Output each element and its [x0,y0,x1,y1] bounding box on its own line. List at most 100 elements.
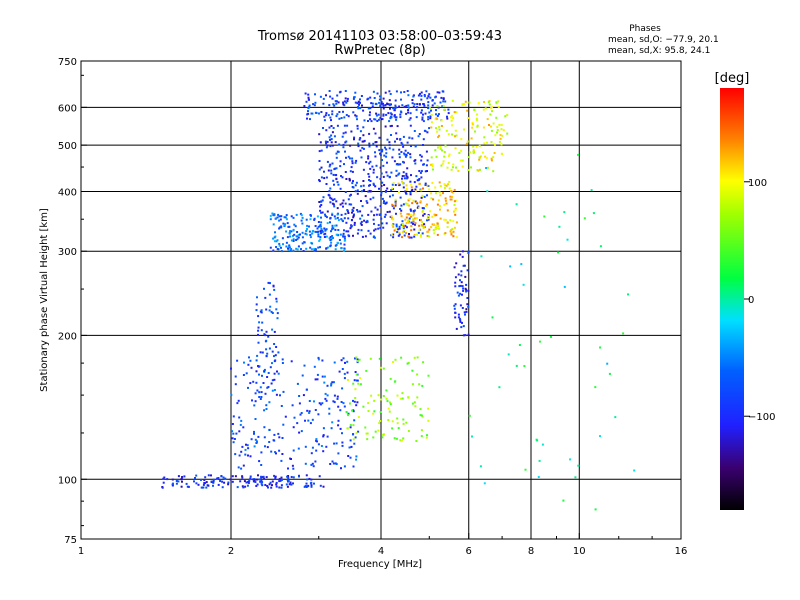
data-point [401,223,404,226]
data-point [236,486,239,489]
data-point [314,93,316,96]
data-point [388,141,391,144]
data-point [249,359,252,362]
data-point [422,120,425,123]
data-point [375,114,378,117]
data-point [415,175,418,178]
data-point [418,224,421,227]
data-point [276,248,279,250]
data-point [296,235,299,238]
data-point [418,182,421,185]
data-point [260,464,263,466]
data-point [450,233,453,236]
data-point [394,107,397,109]
data-point [330,172,333,175]
data-point [314,248,317,251]
data-point [244,485,247,488]
data-point [247,386,249,389]
data-point [330,197,333,200]
data-point [375,213,378,216]
data-point [372,142,375,145]
data-point [443,151,446,153]
data-point [234,383,237,386]
data-point [437,199,440,202]
data-point [273,378,276,381]
data-point [478,158,481,161]
data-point [348,446,351,449]
data-point [292,449,295,452]
data-point [326,435,329,438]
data-point [200,486,203,489]
data-point [394,228,397,231]
data-point [347,412,350,415]
data-point [343,235,346,238]
data-point [394,201,397,204]
data-point [304,232,307,235]
data-point [422,209,425,212]
data-point [344,150,346,153]
data-point [248,356,250,359]
data-point [419,154,422,157]
data-point [347,155,350,158]
data-point [287,467,289,470]
data-point [398,191,400,193]
data-point [325,247,328,250]
data-point [207,484,210,487]
data-point [263,287,265,290]
data-point [382,395,385,397]
data-point [257,474,259,477]
data-point [263,368,266,371]
data-point [318,475,321,478]
data-point [486,141,488,144]
data-point [323,115,326,118]
data-point [418,178,421,180]
data-point [353,223,356,226]
data-point [265,355,268,358]
data-point [357,228,360,231]
data-point [282,222,285,225]
data-point [438,205,441,207]
data-point [313,482,315,485]
data-point [407,106,410,109]
data-point [369,357,372,360]
data-point [454,316,457,319]
data-point [484,155,487,158]
data-point [436,105,439,107]
data-point [408,217,411,220]
data-point [364,426,367,429]
data-point [331,235,334,237]
data-point [436,117,439,120]
data-point [331,144,334,147]
data-point [333,205,336,208]
data-point [405,222,408,224]
data-point [337,229,340,231]
data-point [250,366,253,369]
data-point [420,235,422,238]
data-point [338,370,341,373]
data-point [464,275,467,278]
data-point [335,463,338,465]
data-point [332,400,335,403]
data-point [464,313,466,316]
data-point [414,190,417,193]
data-point [272,284,275,287]
data-point [411,383,414,386]
data-point [465,142,468,145]
data-point [442,160,445,163]
data-point [430,192,432,195]
data-point [464,287,467,290]
data-point [352,433,354,436]
data-point [376,176,379,179]
data-point [330,141,333,144]
data-point [349,144,352,147]
data-point [381,159,383,161]
data-point [461,165,464,168]
data-point [318,133,321,136]
data-point [435,192,437,195]
data-point [438,181,441,184]
data-point [330,238,333,241]
data-point [373,236,376,239]
colorbar-label: [deg] [715,71,750,86]
data-point [353,379,356,382]
data-point [438,126,441,128]
